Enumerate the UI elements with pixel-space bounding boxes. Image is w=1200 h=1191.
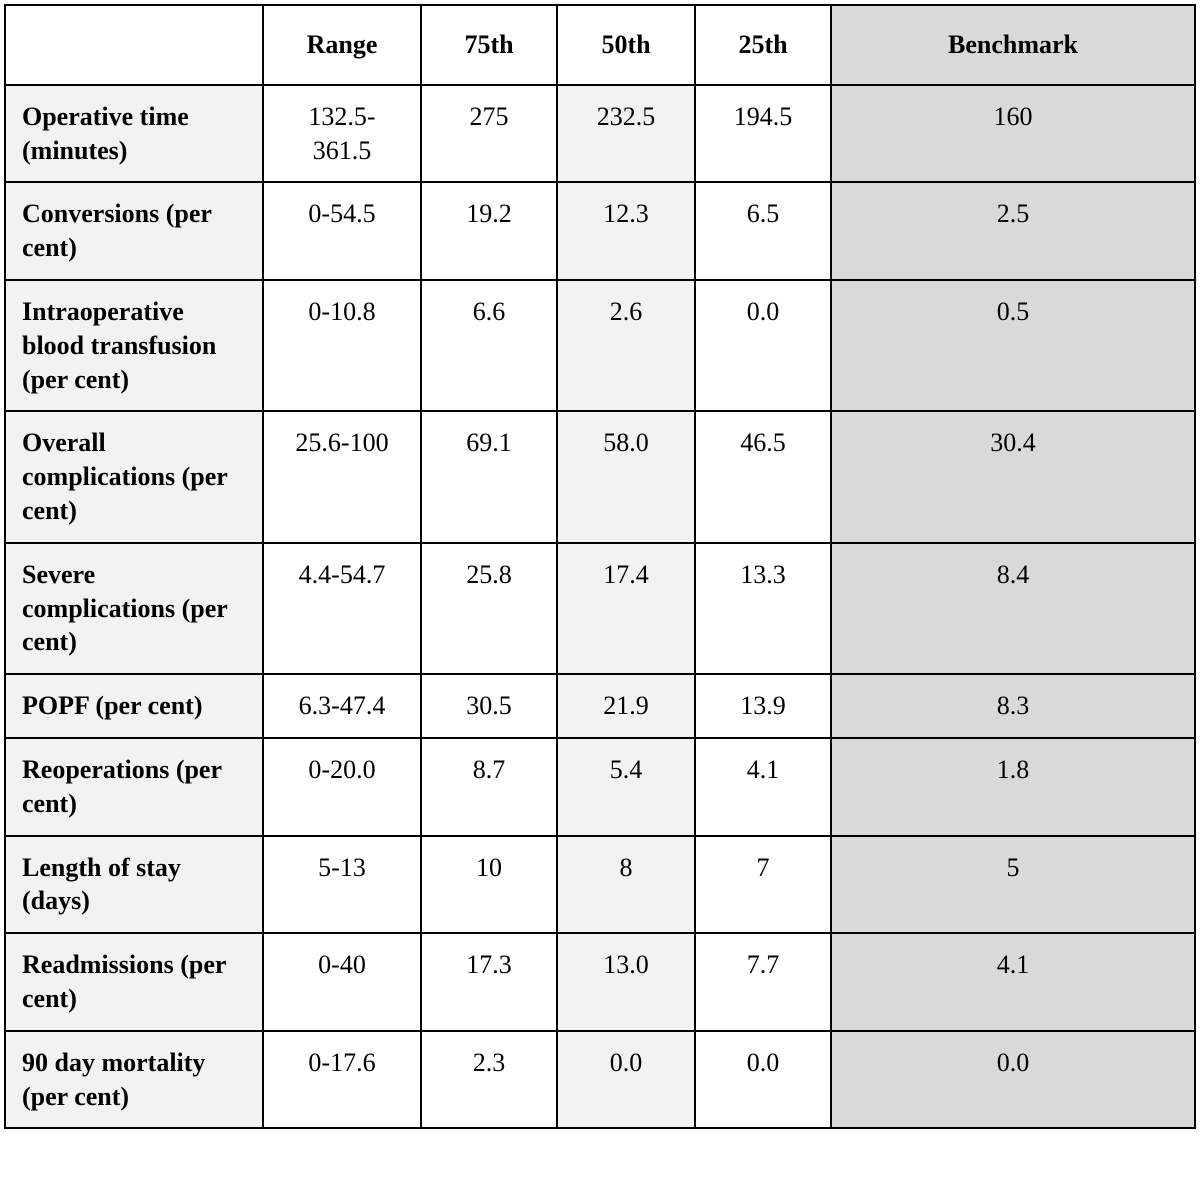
table-row: Intraoperative blood transfusion (per ce… [5, 280, 1195, 411]
cell-benchmark: 2.5 [831, 182, 1195, 280]
table-header-row: Range 75th 50th 25th Benchmark [5, 5, 1195, 85]
col-header-range: Range [263, 5, 421, 85]
cell-range: 4.4-54.7 [263, 543, 421, 674]
metric-cell: Overall complications (per cent) [5, 411, 263, 542]
cell-p50: 8 [557, 836, 695, 934]
col-header-25th: 25th [695, 5, 831, 85]
metric-cell: POPF (per cent) [5, 674, 263, 738]
cell-range: 6.3-47.4 [263, 674, 421, 738]
cell-benchmark: 1.8 [831, 738, 1195, 836]
col-header-75th: 75th [421, 5, 557, 85]
cell-p75: 25.8 [421, 543, 557, 674]
table-body: Operative time (minutes)132.5-361.527523… [5, 85, 1195, 1129]
cell-benchmark: 0.5 [831, 280, 1195, 411]
cell-p50: 13.0 [557, 933, 695, 1031]
cell-benchmark: 5 [831, 836, 1195, 934]
cell-p75: 8.7 [421, 738, 557, 836]
table-row: Readmissions (per cent)0-4017.313.07.74.… [5, 933, 1195, 1031]
cell-p75: 17.3 [421, 933, 557, 1031]
cell-p75: 2.3 [421, 1031, 557, 1129]
cell-p50: 21.9 [557, 674, 695, 738]
table-row: Severe complications (per cent)4.4-54.72… [5, 543, 1195, 674]
col-header-benchmark: Benchmark [831, 5, 1195, 85]
table-row: Overall complications (per cent)25.6-100… [5, 411, 1195, 542]
cell-p50: 12.3 [557, 182, 695, 280]
metric-cell: Reoperations (per cent) [5, 738, 263, 836]
cell-range: 0-10.8 [263, 280, 421, 411]
cell-p50: 2.6 [557, 280, 695, 411]
table-row: POPF (per cent)6.3-47.430.521.913.98.3 [5, 674, 1195, 738]
cell-p25: 7 [695, 836, 831, 934]
table-row: Conversions (per cent)0-54.519.212.36.52… [5, 182, 1195, 280]
cell-p25: 13.9 [695, 674, 831, 738]
cell-benchmark: 8.4 [831, 543, 1195, 674]
col-header-50th: 50th [557, 5, 695, 85]
metric-cell: Severe complications (per cent) [5, 543, 263, 674]
cell-p25: 0.0 [695, 1031, 831, 1129]
cell-benchmark: 8.3 [831, 674, 1195, 738]
table-row: Reoperations (per cent)0-20.08.75.44.11.… [5, 738, 1195, 836]
cell-p50: 17.4 [557, 543, 695, 674]
cell-p25: 6.5 [695, 182, 831, 280]
metric-cell: Operative time (minutes) [5, 85, 263, 183]
cell-p25: 0.0 [695, 280, 831, 411]
cell-p25: 194.5 [695, 85, 831, 183]
metric-cell: Intraoperative blood transfusion (per ce… [5, 280, 263, 411]
metric-cell: Readmissions (per cent) [5, 933, 263, 1031]
cell-range: 25.6-100 [263, 411, 421, 542]
benchmark-table: Range 75th 50th 25th Benchmark Operative… [4, 4, 1196, 1129]
cell-p25: 7.7 [695, 933, 831, 1031]
cell-range: 0-17.6 [263, 1031, 421, 1129]
cell-p75: 10 [421, 836, 557, 934]
metric-cell: 90 day mortality (per cent) [5, 1031, 263, 1129]
cell-p25: 13.3 [695, 543, 831, 674]
col-header-metric [5, 5, 263, 85]
cell-p50: 0.0 [557, 1031, 695, 1129]
metric-cell: Length of stay (days) [5, 836, 263, 934]
cell-p75: 69.1 [421, 411, 557, 542]
cell-p25: 4.1 [695, 738, 831, 836]
cell-p50: 5.4 [557, 738, 695, 836]
cell-range: 0-40 [263, 933, 421, 1031]
cell-p50: 232.5 [557, 85, 695, 183]
cell-range: 0-20.0 [263, 738, 421, 836]
cell-range: 132.5-361.5 [263, 85, 421, 183]
cell-range: 5-13 [263, 836, 421, 934]
cell-benchmark: 160 [831, 85, 1195, 183]
cell-p75: 275 [421, 85, 557, 183]
table-row: 90 day mortality (per cent)0-17.62.30.00… [5, 1031, 1195, 1129]
cell-p75: 30.5 [421, 674, 557, 738]
table-row: Operative time (minutes)132.5-361.527523… [5, 85, 1195, 183]
cell-benchmark: 4.1 [831, 933, 1195, 1031]
cell-p50: 58.0 [557, 411, 695, 542]
cell-p25: 46.5 [695, 411, 831, 542]
cell-p75: 6.6 [421, 280, 557, 411]
cell-benchmark: 30.4 [831, 411, 1195, 542]
metric-cell: Conversions (per cent) [5, 182, 263, 280]
cell-p75: 19.2 [421, 182, 557, 280]
cell-range: 0-54.5 [263, 182, 421, 280]
table-row: Length of stay (days)5-1310875 [5, 836, 1195, 934]
cell-benchmark: 0.0 [831, 1031, 1195, 1129]
benchmark-table-wrapper: Range 75th 50th 25th Benchmark Operative… [0, 0, 1200, 1135]
